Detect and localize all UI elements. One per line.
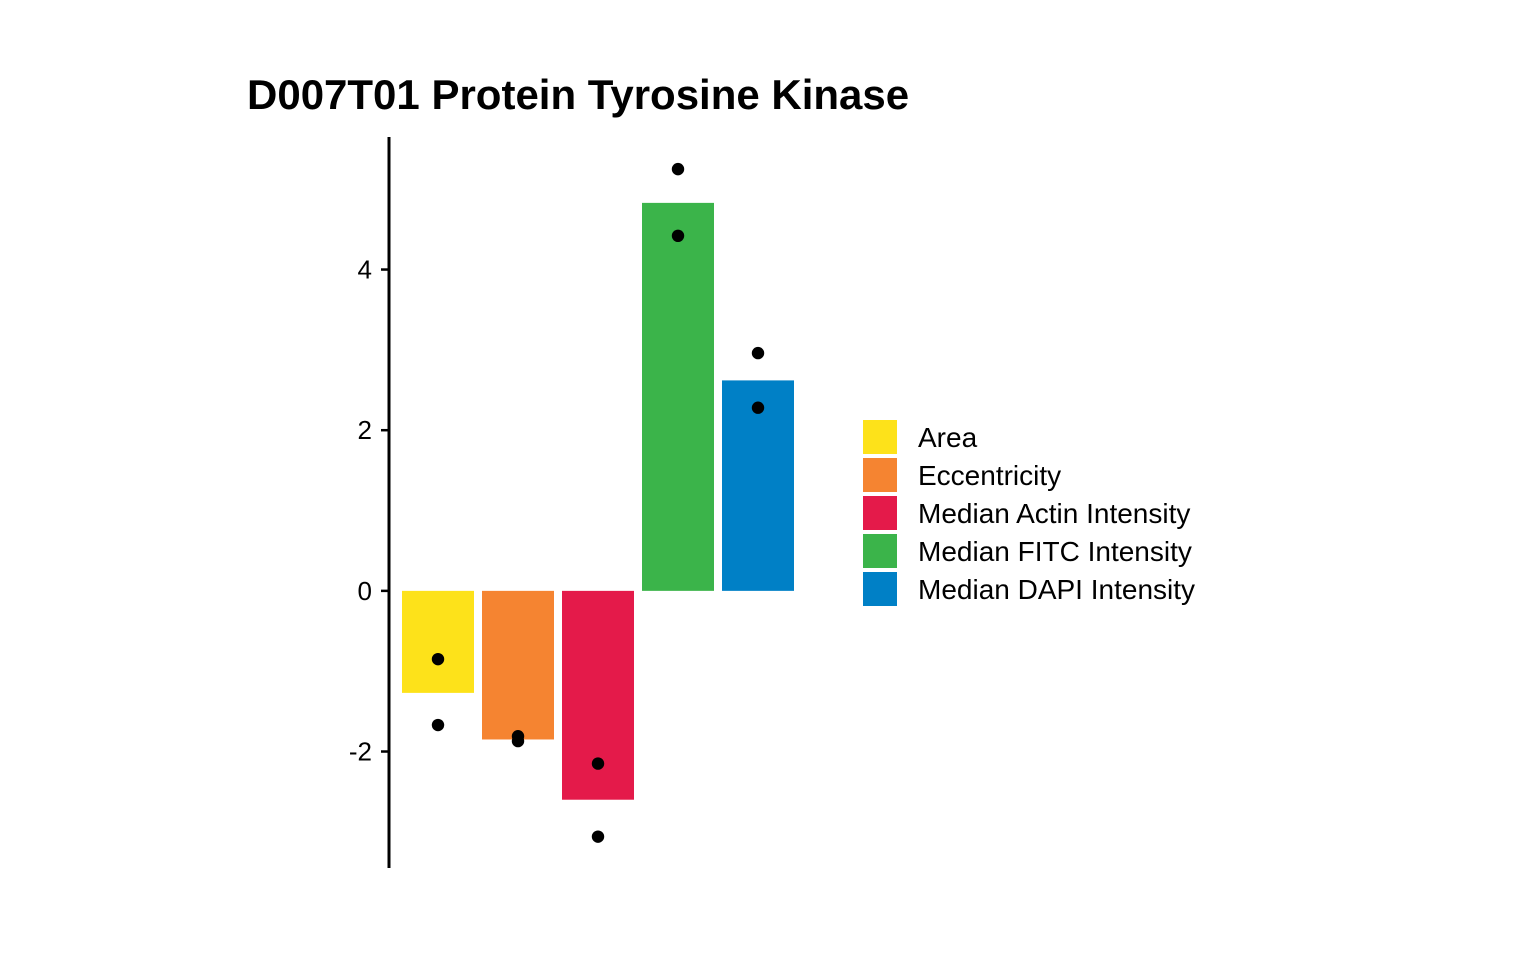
bar-area <box>402 590 474 693</box>
y-tick-label: 4 <box>358 255 372 285</box>
bar-median-dapi-intensity <box>722 380 794 591</box>
data-point-1-1 <box>431 652 445 666</box>
chart-title: D007T01 Protein Tyrosine Kinase <box>247 71 909 118</box>
data-point-4-2 <box>671 229 685 243</box>
legend-key <box>863 496 897 530</box>
data-point-3-2 <box>591 830 605 843</box>
legend-key <box>863 534 897 568</box>
bar-eccentricity <box>482 590 554 740</box>
y-tick-label: -2 <box>349 737 372 767</box>
data-point-2-2 <box>511 734 525 748</box>
data-point-4-1 <box>671 162 685 176</box>
legend: Area Eccentricity Median Actin Intensity Me… <box>863 420 1195 606</box>
legend-label: Median DAPI Intensity <box>918 574 1195 605</box>
bar-median-fitc-intensity <box>642 202 714 591</box>
y-tick-label: 2 <box>358 415 372 445</box>
data-point-5-1 <box>751 346 765 360</box>
y-tick-label: 0 <box>358 576 372 606</box>
data-point-3-1 <box>591 757 605 770</box>
legend-label: Area <box>918 422 978 453</box>
y-axis: -2 0 2 4 <box>349 137 391 868</box>
data-point-1-2 <box>431 718 445 732</box>
legend-key <box>863 572 897 606</box>
legend-label: Median Actin Intensity <box>918 498 1190 529</box>
legend-key <box>863 420 897 454</box>
legend-label: Median FITC Intensity <box>918 536 1192 567</box>
points-group <box>431 162 765 843</box>
legend-label: Eccentricity <box>918 460 1061 491</box>
bars-group <box>402 202 794 800</box>
data-point-5-2 <box>751 401 765 414</box>
legend-key <box>863 458 897 492</box>
